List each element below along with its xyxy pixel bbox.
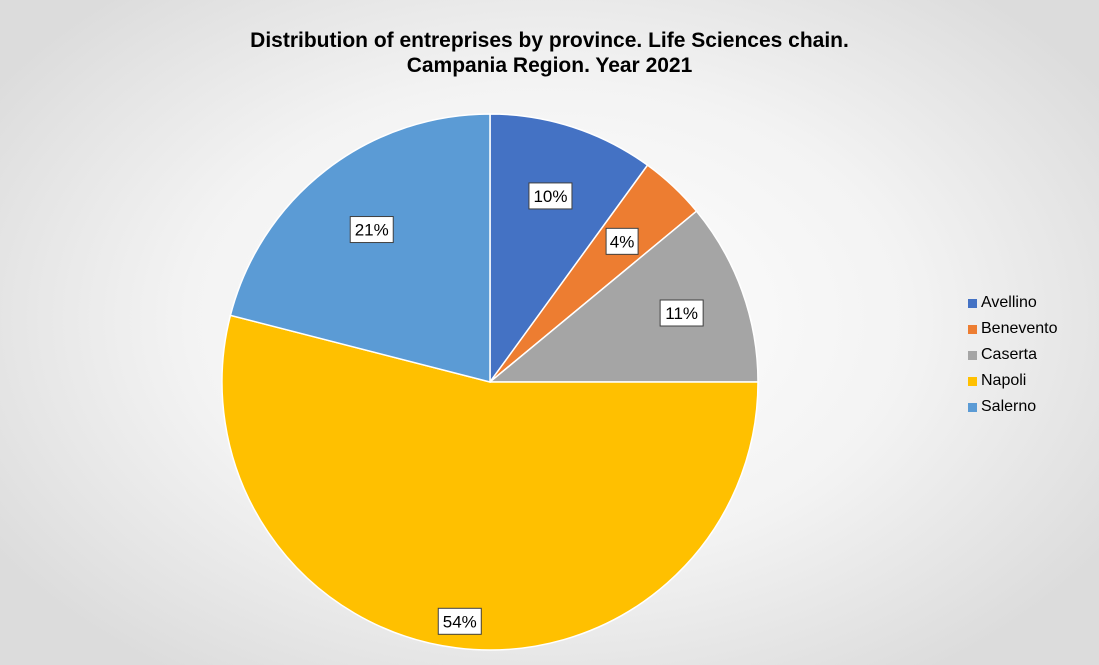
pie-slice-caserta <box>487 210 759 383</box>
data-label-avellino: 10% <box>528 182 573 210</box>
legend-item-benevento: Benevento <box>968 316 1096 342</box>
legend-label: Napoli <box>981 372 1027 389</box>
data-label-text: 10% <box>533 187 567 206</box>
chart-title-line-1: Distribution of entreprises by province.… <box>250 29 849 52</box>
legend: Avellino Benevento Caserta Napoli Salerno <box>968 290 1096 420</box>
legend-label: Benevento <box>981 320 1058 337</box>
data-label-benevento: 4% <box>605 227 639 255</box>
data-label-text: 21% <box>355 221 389 240</box>
pie-slice-salerno <box>229 113 491 383</box>
data-label-text: 4% <box>610 232 635 251</box>
legend-swatch <box>968 376 977 386</box>
legend-item-salerno: Salerno <box>968 394 1096 420</box>
legend-label: Caserta <box>981 346 1038 363</box>
data-label-text: 11% <box>665 304 698 323</box>
legend-label: Avellino <box>981 294 1037 311</box>
data-label-box <box>605 227 639 255</box>
chart-title-line-2: Campania Region. Year 2021 <box>406 54 693 77</box>
data-label-box <box>437 607 482 635</box>
data-label-text: 54% <box>443 612 477 631</box>
legend-swatch <box>968 298 977 308</box>
data-label-box <box>528 182 573 210</box>
legend-swatch <box>968 402 977 412</box>
data-label-napoli: 54% <box>437 607 482 635</box>
legend-label: Salerno <box>981 398 1037 415</box>
data-label-box <box>349 216 394 244</box>
legend-item-napoli: Napoli <box>968 368 1096 394</box>
data-label-box <box>659 299 704 327</box>
pie-slice-napoli <box>221 314 759 651</box>
data-label-caserta: 11% <box>659 299 704 327</box>
chart-title: Distribution of entreprises by province.… <box>0 28 1099 78</box>
data-label-salerno: 21% <box>349 216 394 244</box>
legend-swatch <box>968 324 977 334</box>
legend-item-avellino: Avellino <box>968 290 1096 316</box>
legend-swatch <box>968 350 977 360</box>
pie-data-labels: 10% 4% 11% 54% 21% <box>349 182 704 635</box>
legend-item-caserta: Caserta <box>968 342 1096 368</box>
pie-slice-avellino <box>489 113 649 385</box>
pie-slices <box>221 113 759 651</box>
